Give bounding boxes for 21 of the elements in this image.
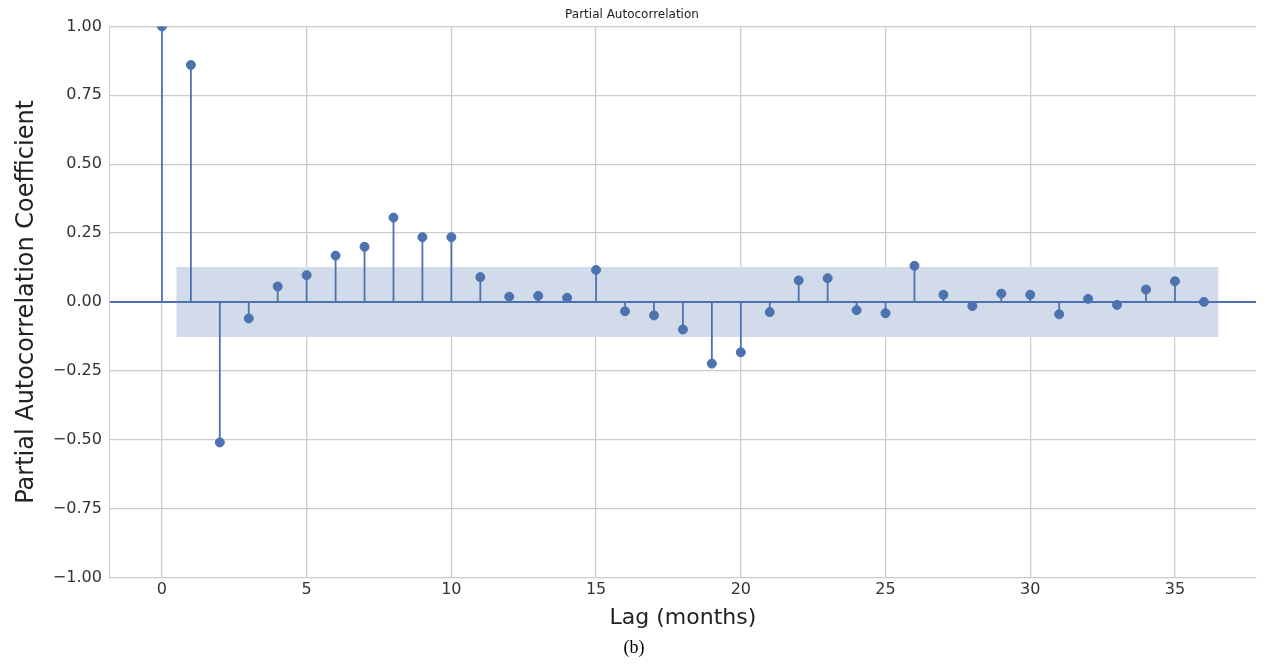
x-tick-label: 5 bbox=[301, 579, 312, 599]
y-tick-label: 0.00 bbox=[66, 291, 102, 311]
text: (b) bbox=[622, 637, 646, 658]
y-tick-label: −1.00 bbox=[52, 566, 102, 586]
y-tick-label: −0.75 bbox=[52, 497, 102, 517]
x-tick-label: 20 bbox=[730, 579, 751, 599]
x-tick-label: 10 bbox=[441, 579, 462, 599]
y-tick-label: 0.75 bbox=[66, 84, 102, 104]
y-tick-label: 0.25 bbox=[66, 222, 102, 242]
chart-title: Partial Autocorrelation bbox=[565, 7, 699, 22]
x-tick-label: 25 bbox=[875, 579, 896, 599]
x-tick-label: 30 bbox=[1020, 579, 1041, 599]
y-tick-label: 0.50 bbox=[66, 153, 102, 173]
x-axis-title: Lag (months) bbox=[609, 603, 757, 629]
x-tick-label: 15 bbox=[585, 579, 607, 599]
x-tick-label: 0 bbox=[156, 579, 168, 599]
y-axis-title: Partial Autocorrelation Coefficient bbox=[10, 99, 39, 504]
y-tick-label: −0.25 bbox=[52, 359, 102, 379]
y-tick-label: 1.00 bbox=[66, 15, 102, 35]
x-tick-label: 35 bbox=[1164, 579, 1186, 599]
y-tick-label: −0.50 bbox=[52, 428, 102, 448]
